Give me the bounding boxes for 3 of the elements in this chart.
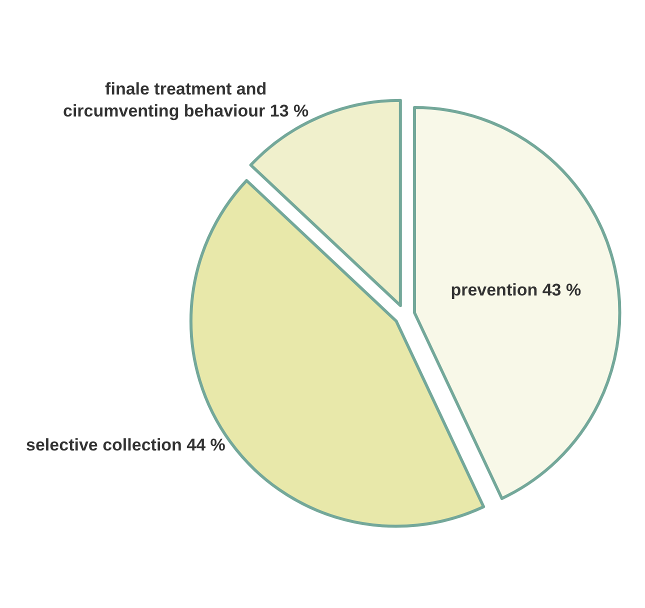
slice-label: finale treatment and circumventing behaviour 13 % [63,79,309,120]
slice-label: prevention 43 % [450,280,582,300]
slice-label: selective collection 44 % [26,435,226,454]
